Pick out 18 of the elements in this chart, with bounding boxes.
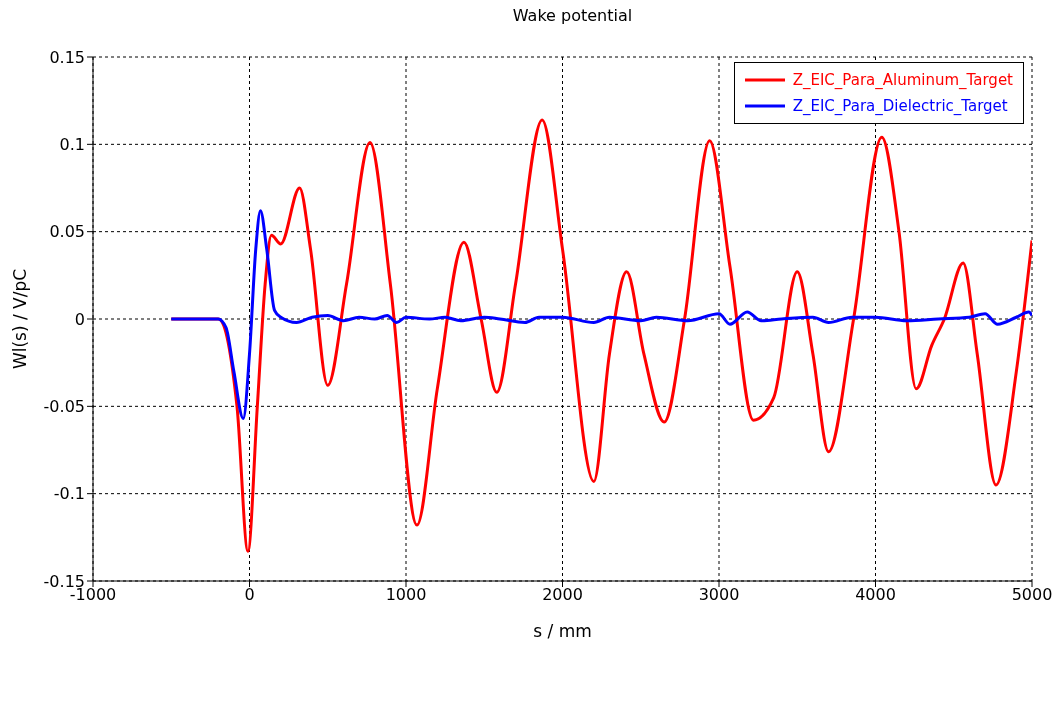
y-tick-label: -0.1 (53, 484, 85, 504)
y-tick-label: 0.15 (49, 47, 85, 67)
x-tick-label: 2000 (542, 585, 583, 605)
x-tick-label: 1000 (385, 585, 427, 605)
y-tick-label: -0.05 (43, 397, 85, 417)
x-tick-label: 3000 (698, 585, 740, 605)
y-axis-title: Wl(s) / V/pC (10, 268, 31, 370)
x-axis-title: s / mm (533, 621, 592, 641)
legend-label: Z_EIC_Para_Aluminum_Target (792, 71, 1013, 89)
y-tick-label: 0.05 (49, 222, 85, 242)
line-series (169, 209, 1032, 421)
x-tick-label: 5000 (1011, 585, 1053, 605)
y-tick-label: 0.1 (59, 135, 85, 155)
y-tick-label: 0 (74, 309, 85, 329)
x-tick-label: 4000 (855, 585, 896, 605)
legend-label: Z_EIC_Para_Dielectric_Target (792, 97, 1008, 115)
x-tick-label: 0 (244, 585, 255, 605)
chart-title: Wake potential (511, 6, 634, 25)
